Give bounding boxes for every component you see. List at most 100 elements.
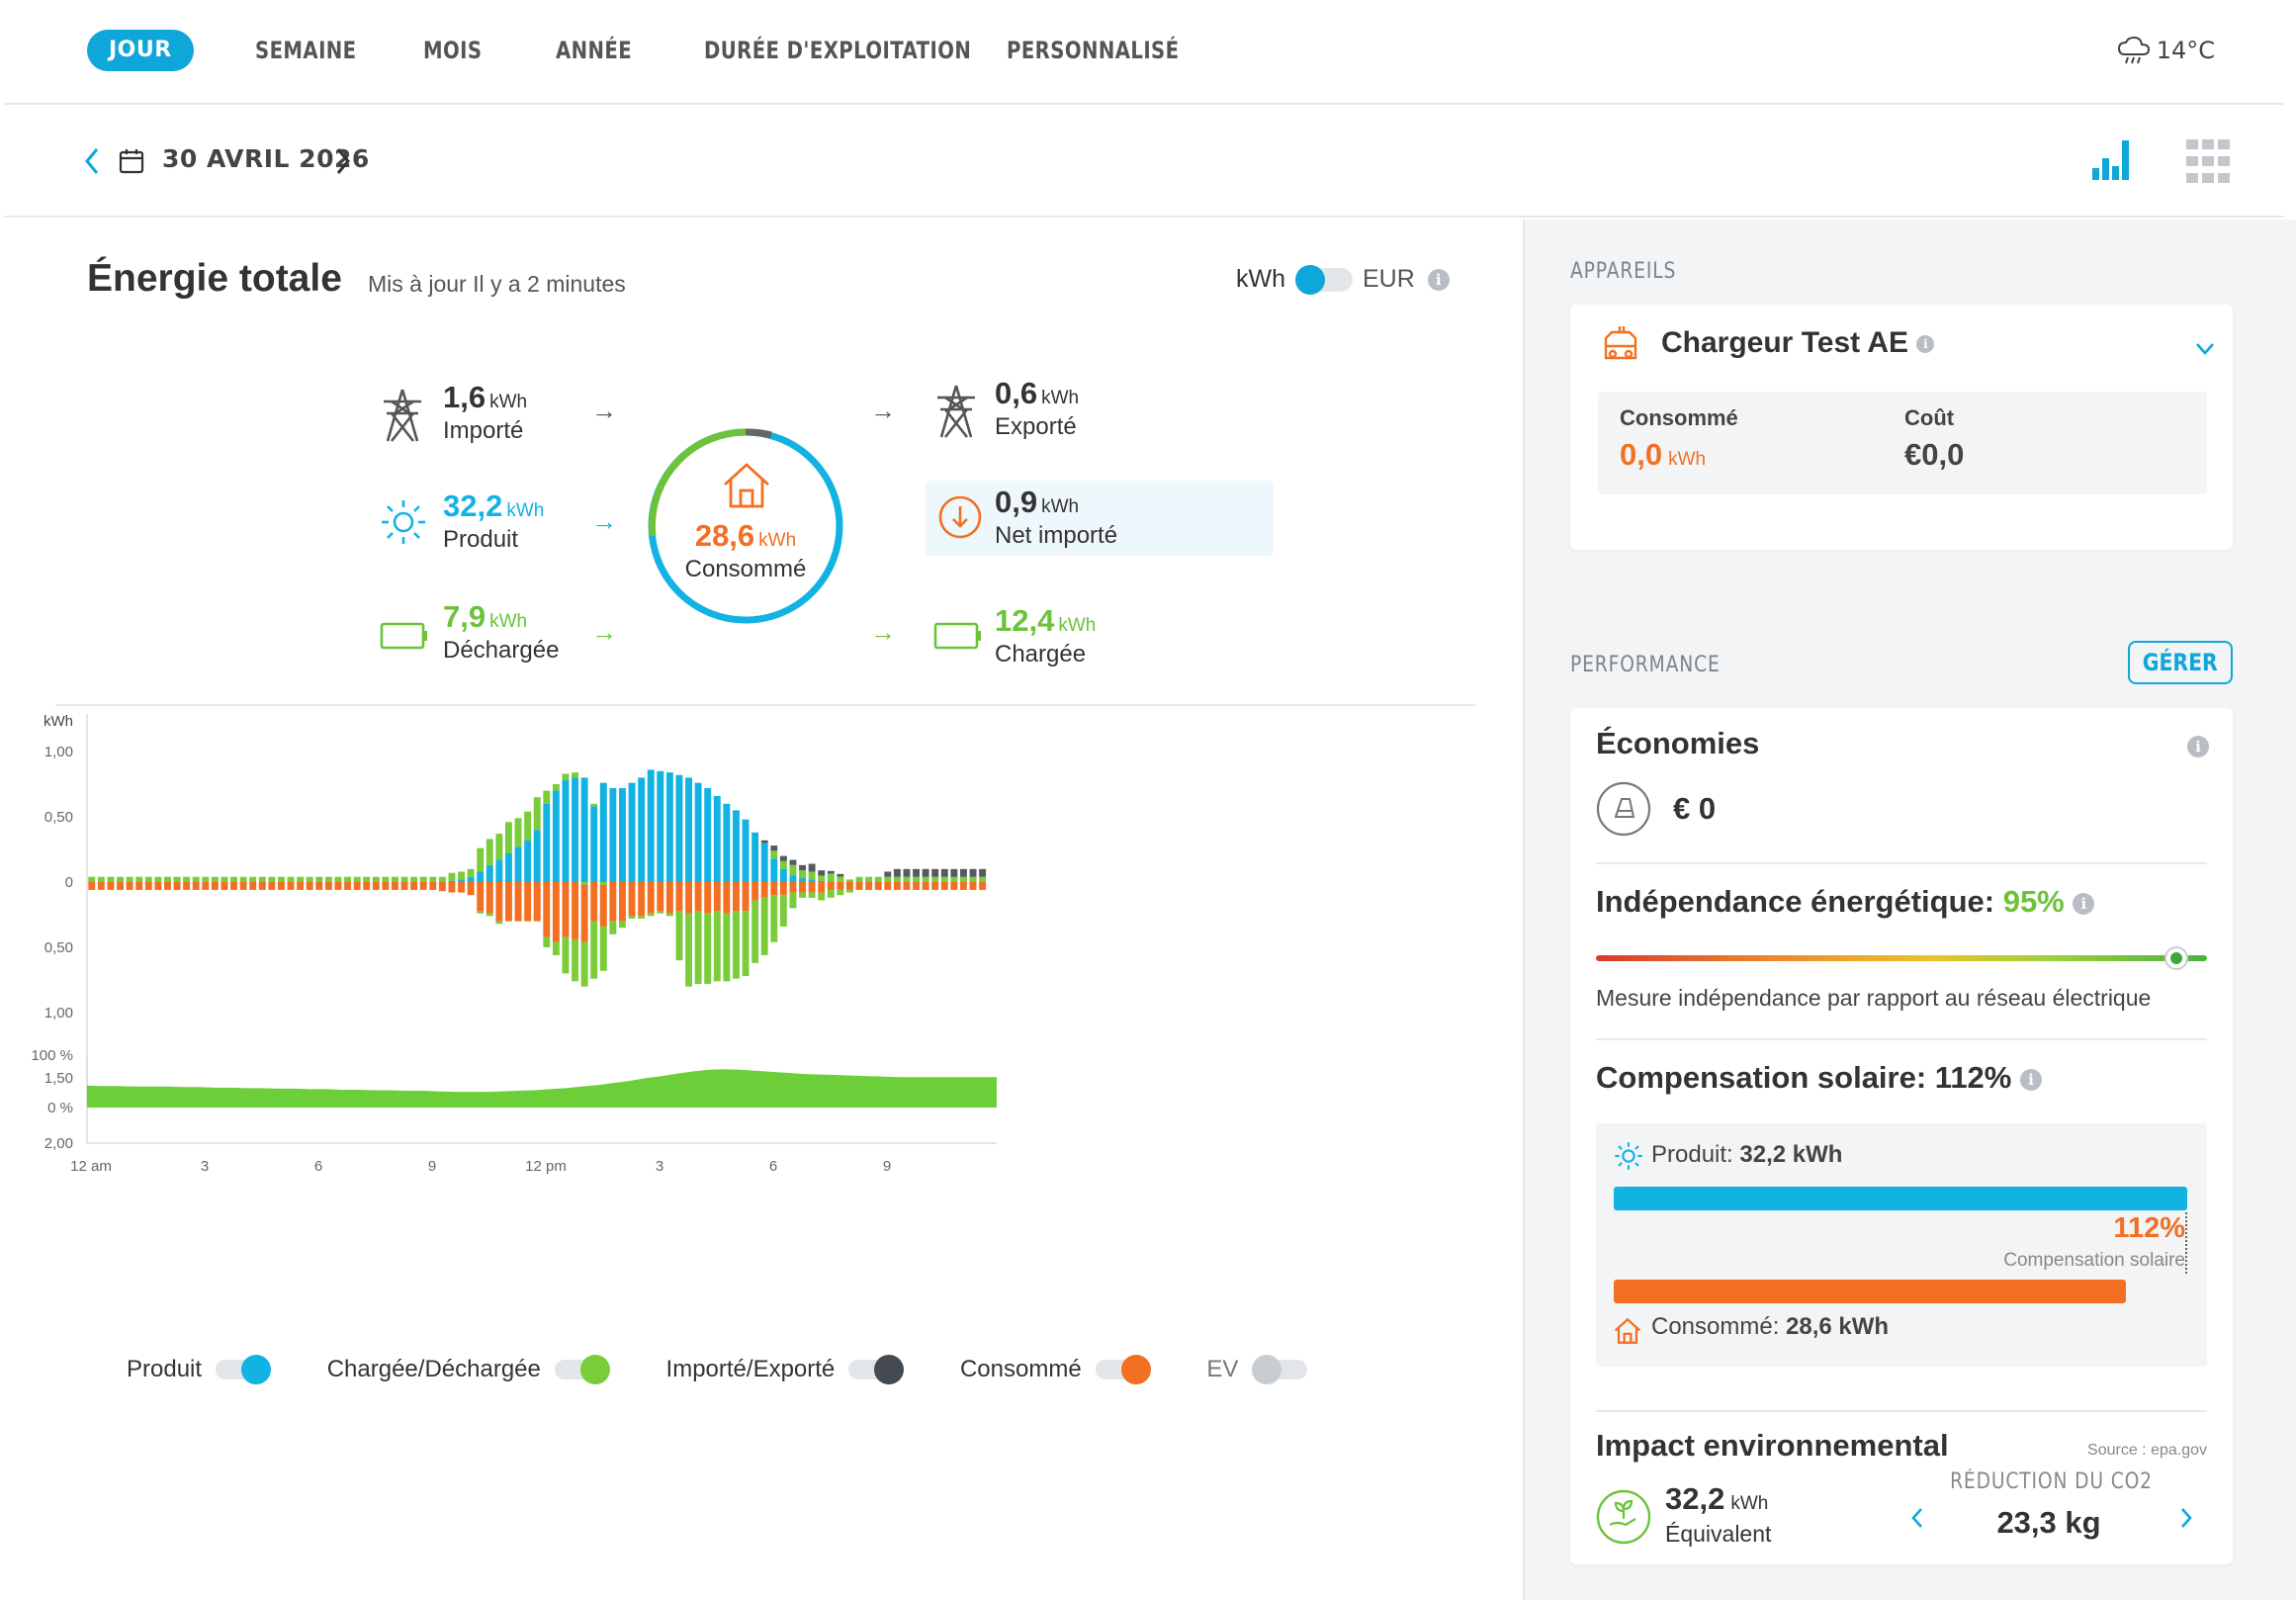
info-icon[interactable]: i (1427, 269, 1450, 292)
bar-segment (770, 895, 778, 942)
device-name[interactable]: Chargeur Test AE i (1661, 326, 1935, 360)
produced-value: 32,2 (443, 489, 503, 523)
bar-segment (704, 913, 712, 984)
bar-segment (657, 882, 664, 912)
bar-segment (931, 882, 939, 890)
bar-segment (827, 873, 835, 882)
bar-segment (969, 882, 977, 890)
bar-segment (562, 882, 570, 937)
device-card: Chargeur Test AE i Consommé 0,0 kWh Coût … (1570, 305, 2233, 550)
bar-segment (960, 868, 967, 877)
bar-segment (931, 876, 939, 882)
bar-segment (315, 876, 323, 882)
house-icon (1614, 1317, 1641, 1344)
chevron-right-icon[interactable] (2179, 1507, 2193, 1529)
bar-segment (249, 876, 257, 882)
net-imported-unit: kWh (1041, 496, 1080, 517)
chevron-left-icon[interactable] (83, 146, 101, 176)
legend-importe-exporte[interactable]: Importé/Exporté (666, 1355, 915, 1385)
info-icon[interactable]: i (2187, 736, 2209, 757)
tab-annee[interactable]: ANNÉE (556, 37, 633, 64)
bar-segment (306, 876, 313, 882)
bar-segment (960, 882, 967, 890)
bar-segment (694, 911, 702, 984)
battery-icon (933, 622, 981, 650)
bar-segment (135, 882, 143, 890)
bar-segment (524, 811, 532, 841)
bar-segment (846, 882, 853, 890)
bar-segment (837, 889, 844, 896)
bar-segment (477, 882, 485, 912)
arrow-right-icon: → (870, 396, 896, 425)
bar-segment (154, 876, 162, 882)
arrow-down-circle-icon (938, 495, 982, 539)
chevron-left-icon[interactable] (1910, 1507, 1924, 1529)
tab-duree-exploitation[interactable]: DURÉE D'EXPLOITATION (704, 37, 972, 64)
legend-produit[interactable]: Produit (127, 1355, 281, 1385)
bar-segment (135, 876, 143, 882)
bar-segment (211, 882, 219, 890)
unit-switch[interactable] (1295, 265, 1353, 296)
co2-value: 23,3 kg (1996, 1505, 2101, 1540)
grid-view-icon[interactable] (2185, 138, 2231, 184)
bar-segment (846, 889, 853, 893)
chevron-right-icon[interactable] (334, 146, 352, 176)
exported-value: 0,6 (995, 376, 1038, 410)
bar-segment (107, 876, 115, 882)
solar-consumed: Consommé: 28,6 kWh (1651, 1313, 1890, 1340)
bar-segment (760, 882, 768, 898)
independence-desc: Mesure indépendance par rapport au résea… (1596, 985, 2152, 1011)
legend-chargee-dechargee[interactable]: Chargée/Déchargée (327, 1355, 620, 1385)
chevron-down-icon[interactable] (2195, 342, 2215, 356)
bar-segment (760, 843, 768, 882)
bar-segment (211, 876, 219, 882)
flow-consumed: 28,6 kWh Consommé (645, 518, 846, 583)
tab-semaine[interactable]: SEMAINE (255, 37, 357, 64)
bar-segment (675, 774, 683, 882)
bar-segment (818, 875, 826, 881)
bar-segment (334, 876, 342, 882)
bar-segment (477, 911, 485, 914)
calendar-icon[interactable] (119, 148, 144, 174)
weather-temp: 14°C (2156, 37, 2215, 64)
info-icon[interactable]: i (1916, 335, 1935, 354)
bar-segment (572, 882, 578, 940)
bar-segment (372, 876, 380, 882)
x-tick-label: 6 (769, 1158, 777, 1175)
bar-segment (258, 876, 266, 882)
current-date[interactable]: 30 AVRIL 2026 (162, 144, 370, 173)
gauge-marker (2164, 946, 2189, 970)
bar-segment (572, 777, 578, 882)
bar-segment (940, 868, 948, 877)
bar-segment (324, 882, 332, 890)
unit-kwh-label: kWh (1236, 265, 1285, 293)
bar-segment (543, 882, 551, 937)
device-consumed-value: 0,0 kWh (1620, 437, 1707, 472)
bar-segment (572, 939, 578, 982)
info-icon[interactable]: i (2020, 1068, 2042, 1091)
bar-segment (818, 892, 826, 901)
bar-segment (940, 882, 948, 890)
info-icon[interactable]: i (2073, 892, 2095, 915)
bar-segment (799, 892, 806, 898)
tab-mois[interactable]: MOIS (423, 37, 483, 64)
bar-segment (723, 882, 731, 914)
bar-chart-view-icon[interactable] (2090, 136, 2136, 182)
tab-personnalise[interactable]: PERSONNALISÉ (1007, 37, 1180, 64)
device-stats: Consommé 0,0 kWh Coût €0,0 (1598, 392, 2207, 494)
solar-box: Produit: 32,2 kWh 112% Compensation sola… (1596, 1123, 2207, 1367)
tab-jour[interactable]: JOUR (87, 30, 194, 71)
bar-segment (486, 882, 493, 914)
bar-segment (562, 773, 570, 781)
device-consumed-label: Consommé (1620, 405, 1738, 430)
manage-button[interactable]: GÉRER (2128, 641, 2233, 684)
bar-segment (931, 868, 939, 877)
legend-ev[interactable]: EV (1206, 1355, 1317, 1385)
solar-produced: Produit: 32,2 kWh (1651, 1141, 1843, 1168)
produced-unit: kWh (506, 500, 545, 521)
marker-line (2185, 1212, 2187, 1274)
bar-segment (258, 882, 266, 890)
legend-consomme[interactable]: Consommé (960, 1355, 1161, 1385)
divider (1596, 1038, 2207, 1040)
bar-segment (950, 882, 958, 890)
